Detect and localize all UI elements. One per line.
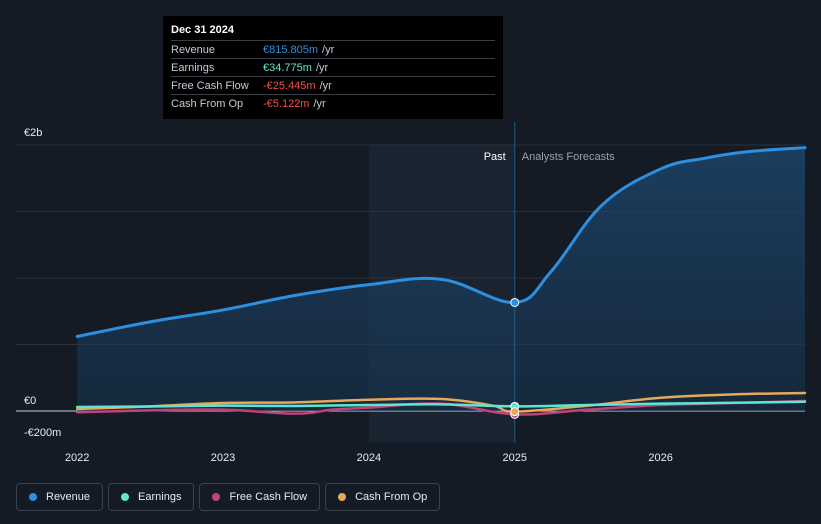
cash-from-op-line (75, 391, 807, 413)
tooltip-unit: /yr (319, 79, 332, 92)
legend-label: Earnings (138, 491, 182, 503)
chart-legend: Revenue Earnings Free Cash Flow Cash Fro… (16, 483, 441, 511)
tooltip-label: Cash From Op (171, 97, 244, 110)
tooltip-value: €815.805m (263, 43, 319, 56)
legend-item-earnings[interactable]: Earnings (108, 483, 195, 511)
x-tick-label: 2025 (503, 452, 527, 464)
x-tick-label: 2023 (211, 452, 235, 464)
legend-item-cash-from-op[interactable]: Cash From Op (325, 483, 441, 511)
tooltip-unit: /yr (322, 43, 335, 56)
past-label: Past (484, 151, 506, 163)
tooltip-label: Free Cash Flow (171, 79, 249, 92)
earnings-dot-icon (121, 493, 130, 501)
tooltip-row-free-cash-flow: Free Cash Flow -€25.445m /yr (171, 76, 495, 94)
y-tick-label: -€200m (24, 427, 61, 439)
earnings-line (75, 400, 807, 409)
tooltip-label: Earnings (171, 61, 215, 74)
tooltip-value: -€25.445m (263, 79, 316, 92)
financial-chart: €2b €0 -€200m 2022 2023 2024 2025 2026 Past Analy… (16, 122, 807, 464)
tooltip-date: Dec 31 2024 (171, 24, 234, 36)
tooltip-value: €34.775m (263, 61, 312, 74)
tooltip-row-earnings: Earnings €34.775m /yr (171, 58, 495, 76)
y-tick-label: €2b (24, 127, 42, 139)
tooltip-row-revenue: Revenue €815.805m /yr (171, 40, 495, 58)
tooltip-label: Revenue (171, 43, 216, 56)
legend-label: Revenue (46, 491, 91, 503)
tooltip-row-cash-from-op: Cash From Op -€5.122m /yr (171, 94, 495, 112)
free-cash-flow-dot-icon (212, 493, 221, 501)
legend-item-revenue[interactable]: Revenue (16, 483, 104, 511)
forecast-label: Analysts Forecasts (522, 151, 615, 163)
data-tooltip: Dec 31 2024 Revenue €815.805m /yr Earnin… (163, 16, 503, 119)
highlight-point (510, 407, 520, 417)
x-tick-label: 2024 (357, 452, 381, 464)
tooltip-value: -€5.122m (263, 97, 310, 110)
x-tick-label: 2026 (648, 452, 672, 464)
legend-item-free-cash-flow[interactable]: Free Cash Flow (199, 483, 321, 511)
tooltip-unit: /yr (315, 61, 329, 74)
revenue-dot-icon (29, 493, 37, 501)
legend-label: Free Cash Flow (229, 491, 308, 503)
y-tick-label: €0 (24, 395, 36, 407)
cash-from-op-dot-icon (338, 493, 347, 501)
tooltip-unit: /yr (313, 97, 326, 110)
x-tick-label: 2022 (65, 452, 89, 464)
legend-label: Cash From Op (355, 491, 428, 503)
highlight-point (510, 297, 520, 307)
